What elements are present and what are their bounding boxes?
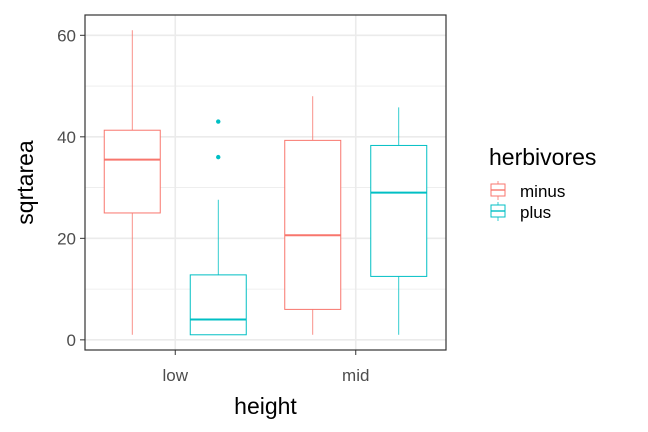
y-tick-label: 40	[57, 128, 76, 147]
x-tick-label: mid	[342, 366, 369, 385]
legend-item-plus: plus	[490, 202, 551, 222]
y-tick-label: 20	[57, 229, 76, 248]
y-axis: 0 20 40 60	[57, 26, 85, 350]
box-body	[189, 274, 247, 336]
y-tick-label: 0	[67, 331, 76, 350]
box-body	[284, 139, 342, 310]
y-tick-label: 60	[57, 26, 76, 45]
box-minus-mid	[284, 96, 342, 335]
legend-label: plus	[520, 203, 551, 222]
x-tick-label: low	[162, 366, 188, 385]
box-body	[103, 129, 161, 214]
box-minus-low	[103, 30, 161, 335]
box-plus-mid	[370, 107, 428, 335]
box-body	[370, 144, 428, 277]
y-axis-title: sqrtarea	[12, 140, 38, 225]
outlier-point-0	[216, 154, 221, 160]
outlier-point-1	[216, 119, 221, 124]
legend-item-minus: minus	[490, 181, 565, 201]
legend-label: minus	[520, 182, 565, 201]
panel-border	[84, 14, 447, 351]
box-plus-low	[189, 119, 247, 336]
legend-items: minus plus	[490, 181, 565, 222]
legend: herbivores minus plus	[489, 144, 596, 222]
x-axis: low mid	[162, 350, 369, 385]
boxes	[103, 30, 428, 336]
legend-title: herbivores	[489, 144, 596, 170]
x-axis-title: height	[234, 393, 297, 419]
